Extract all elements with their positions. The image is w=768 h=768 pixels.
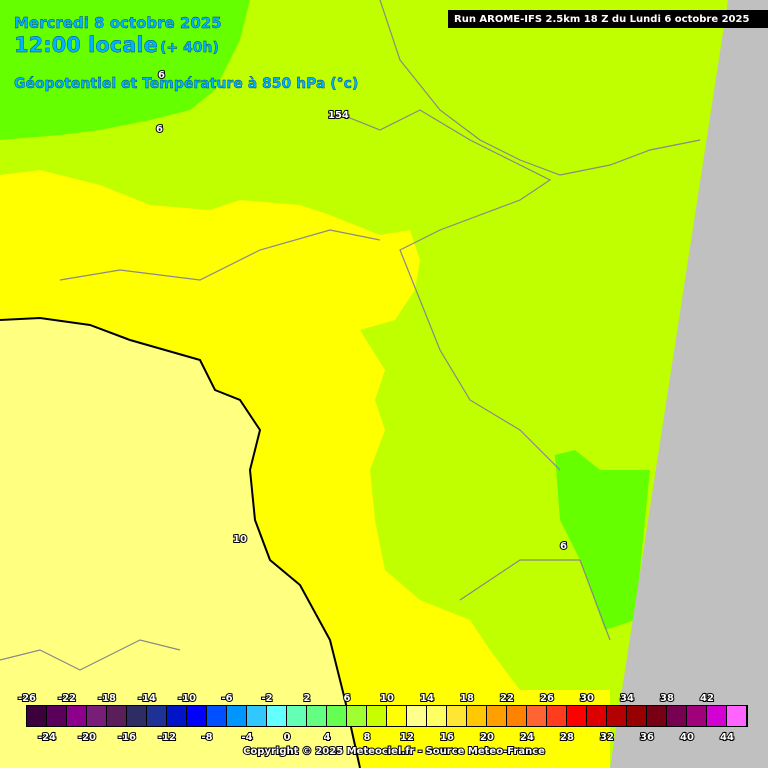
colorbar-swatch <box>227 706 246 726</box>
colorbar-label: -2 <box>261 693 272 704</box>
colorbar-swatch <box>587 706 606 726</box>
colorbar-label: 24 <box>520 732 534 743</box>
colorbar-label: 44 <box>720 732 734 743</box>
colorbar-swatch <box>607 706 626 726</box>
outside-domain <box>610 0 768 768</box>
colorbar-swatch <box>287 706 306 726</box>
colorbar-swatch <box>207 706 226 726</box>
colorbar-label: -12 <box>158 732 176 743</box>
colorbar-swatch <box>187 706 206 726</box>
colorbar-swatch <box>547 706 566 726</box>
colorbar-swatch <box>707 706 726 726</box>
run-info: Run AROME-IFS 2.5km 18 Z du Lundi 6 octo… <box>454 14 749 25</box>
colorbar-label: -18 <box>98 693 116 704</box>
country-border <box>0 316 361 768</box>
colorbar-swatch <box>667 706 686 726</box>
colorbar-swatch <box>347 706 366 726</box>
colorbar-label: 6 <box>344 693 351 704</box>
pale-zone <box>0 318 360 768</box>
colorbar-swatch <box>627 706 646 726</box>
colorbar-label: 34 <box>620 693 634 704</box>
colorbar-swatch <box>107 706 126 726</box>
colorbar-label: 20 <box>480 732 494 743</box>
colorbar-swatch <box>407 706 426 726</box>
colorbar-swatch <box>567 706 586 726</box>
colorbar-swatch <box>447 706 466 726</box>
contour-label: 10 <box>233 534 247 545</box>
colorbar-swatch <box>367 706 386 726</box>
colorbar-label: -16 <box>118 732 136 743</box>
date: Mercredi 8 octobre 2025 <box>14 14 222 32</box>
colorbar-swatch <box>527 706 546 726</box>
colorbar-label: 42 <box>700 693 714 704</box>
colorbar: -26 -22 -18 -14 -10 -6 -2 2 6 10 14 18 22 26 30 34 38 42-… <box>17 692 748 744</box>
colorbar-swatch <box>327 706 346 726</box>
colorbar-swatch <box>387 706 406 726</box>
colorbar-label: 10 <box>380 693 394 704</box>
colorbar-swatch <box>487 706 506 726</box>
colorbar-label: -6 <box>221 693 232 704</box>
copyright: Copyright © 2025 Meteociel.fr - Source M… <box>243 746 545 757</box>
lead: (+ 40h) <box>160 40 219 56</box>
colorbar-label: -26 <box>18 693 36 704</box>
colorbar-label: 14 <box>420 693 434 704</box>
colorbar-label: -20 <box>78 732 96 743</box>
colorbar-label: -24 <box>38 732 56 743</box>
colorbar-label: 22 <box>500 693 514 704</box>
colorbar-swatch <box>127 706 146 726</box>
colorbar-label: 40 <box>680 732 694 743</box>
colorbar-swatch <box>87 706 106 726</box>
colorbar-swatch <box>727 706 746 726</box>
contour-label: 154 <box>328 110 349 121</box>
colorbar-swatch <box>467 706 486 726</box>
colorbar-swatch <box>67 706 86 726</box>
colorbar-label: 32 <box>600 732 614 743</box>
colorbar-label: 16 <box>440 732 454 743</box>
colorbar-swatch <box>247 706 266 726</box>
colorbar-swatch <box>147 706 166 726</box>
colorbar-label: 4 <box>324 732 331 743</box>
borders <box>0 0 701 671</box>
colorbar-swatch <box>27 706 46 726</box>
colorbar-swatch <box>687 706 706 726</box>
colorbar-label: -14 <box>138 693 156 704</box>
green-patch <box>555 450 650 630</box>
colorbar-label: 2 <box>304 693 311 704</box>
colorbar-swatch <box>427 706 446 726</box>
colorbar-swatch <box>47 706 66 726</box>
warm-zone-green <box>0 0 250 140</box>
colorbar-swatch <box>507 706 526 726</box>
colorbar-label: -10 <box>178 693 196 704</box>
colorbar-label: -22 <box>58 693 76 704</box>
run-banner <box>448 10 768 28</box>
colorbar-label: 8 <box>364 732 371 743</box>
colorbar-label: 28 <box>560 732 574 743</box>
colorbar-label: 36 <box>640 732 654 743</box>
colorbar-label: -8 <box>201 732 212 743</box>
colorbar-label: -4 <box>241 732 252 743</box>
colorbar-label: 26 <box>540 693 554 704</box>
colorbar-label: 0 <box>284 732 291 743</box>
colorbar-swatch <box>647 706 666 726</box>
colorbar-swatch <box>167 706 186 726</box>
colorbar-swatch <box>267 706 286 726</box>
contour-label: 6 <box>156 124 163 135</box>
colorbar-label: 30 <box>580 693 594 704</box>
contour-label: 6 <box>158 70 165 81</box>
field: Géopotentiel et Température à 850 hPa (°… <box>14 76 358 92</box>
colorbar-label: 38 <box>660 693 674 704</box>
colorbar-label: 12 <box>400 732 414 743</box>
colorbar-label: 18 <box>460 693 474 704</box>
time: 12:00 locale <box>14 33 158 57</box>
colorbar-swatch <box>307 706 326 726</box>
contour-label: 6 <box>560 541 567 552</box>
